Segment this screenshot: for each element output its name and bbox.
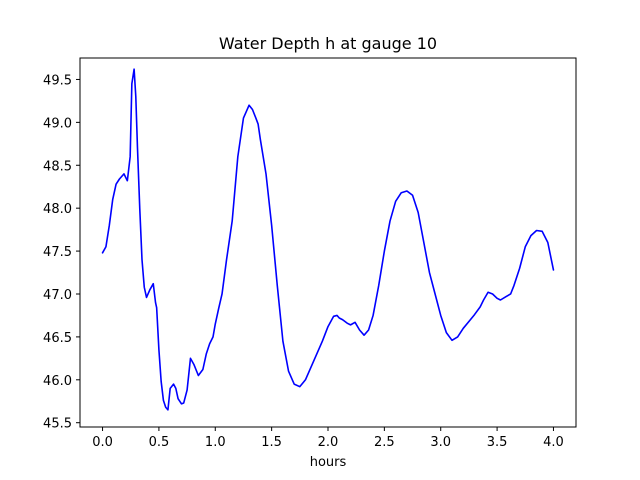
- y-tick-label: 47.0: [43, 288, 72, 303]
- series-line: [101, 68, 555, 411]
- x-tick-label: 0.0: [92, 435, 113, 450]
- chart-title: Water Depth h at gauge 10: [219, 34, 437, 53]
- x-axis-label: hours: [310, 455, 347, 470]
- y-tick-label: 46.5: [43, 331, 72, 346]
- y-axis: 45.5 46.0 46.5 47.0 47.5 48.0 48.5 49.0 49.5: [43, 73, 80, 432]
- x-tick-label: 3.5: [487, 435, 508, 450]
- x-tick-label: 1.0: [205, 435, 226, 450]
- y-tick-label: 49.0: [43, 116, 72, 131]
- y-tick-label: 48.5: [43, 159, 72, 174]
- y-tick-label: 48.0: [43, 202, 72, 217]
- y-tick-label: 49.5: [43, 73, 72, 88]
- x-axis: 0.0 0.5 1.0 1.5 2.0 2.5 3.0 3.5 4.0: [92, 427, 564, 450]
- y-tick-label: 46.0: [43, 374, 72, 389]
- series-layer: [101, 68, 555, 411]
- plot-area: [80, 58, 576, 427]
- x-tick-label: 2.5: [374, 435, 395, 450]
- y-tick-label: 45.5: [43, 417, 72, 432]
- x-tick-label: 1.5: [261, 435, 282, 450]
- x-tick-label: 4.0: [543, 435, 564, 450]
- x-tick-label: 3.0: [430, 435, 451, 450]
- y-tick-label: 47.5: [43, 245, 72, 260]
- x-tick-label: 2.0: [318, 435, 339, 450]
- x-tick-label: 0.5: [149, 435, 170, 450]
